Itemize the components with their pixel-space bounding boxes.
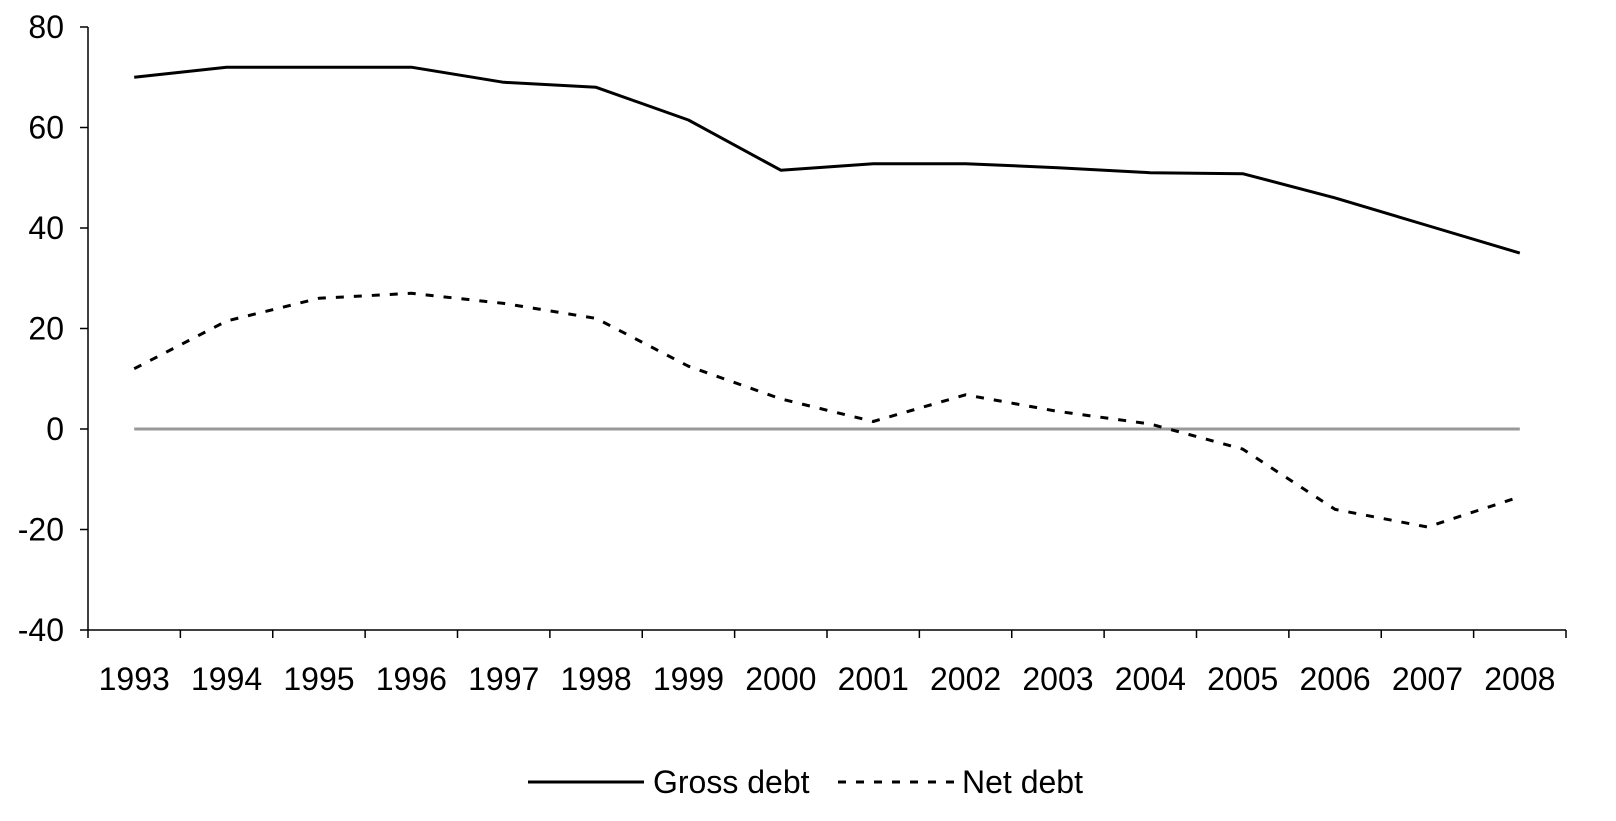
y-tick-label: -20 <box>18 512 64 548</box>
y-tick-label: -40 <box>18 612 64 648</box>
x-tick-label: 2007 <box>1392 661 1463 697</box>
x-tick-group: 1993 1994 1995 1996 1997 1998 1999 2000 2001 2002… <box>87 630 1567 697</box>
y-tick-label: 40 <box>28 210 64 246</box>
x-tick-label: 2003 <box>1022 661 1093 697</box>
x-tick-label: 2005 <box>1207 661 1278 697</box>
legend: Gross debt Net debt <box>528 764 1083 800</box>
x-tick-label: 2000 <box>745 661 816 697</box>
x-tick-label: 2008 <box>1484 661 1555 697</box>
series-line-net-debt <box>133 291 1521 529</box>
y-tick-label: 60 <box>28 110 64 146</box>
x-tick-label: 1998 <box>560 661 631 697</box>
x-tick-label: 2002 <box>930 661 1001 697</box>
y-tick-label: 80 <box>28 9 64 45</box>
x-tick-label: 1994 <box>191 661 262 697</box>
series-layer <box>133 65 1521 529</box>
series-line-gross-debt <box>134 65 1521 255</box>
y-tick-label: 20 <box>28 311 64 347</box>
y-tick-group: -40 -20 0 20 40 60 80 <box>18 9 88 648</box>
y-tick-label: 0 <box>46 411 64 447</box>
x-tick-label: 2006 <box>1299 661 1370 697</box>
axes-layer <box>87 27 1566 631</box>
x-tick-label: 1993 <box>99 661 170 697</box>
x-tick-label: 1995 <box>283 661 354 697</box>
x-tick-label: 2004 <box>1115 661 1186 697</box>
legend-label-net-debt: Net debt <box>962 764 1083 800</box>
x-tick-label: 1996 <box>376 661 447 697</box>
x-tick-label: 1997 <box>468 661 539 697</box>
x-tick-label: 1999 <box>653 661 724 697</box>
x-tick-label: 2001 <box>838 661 909 697</box>
legend-label-gross-debt: Gross debt <box>653 764 810 800</box>
